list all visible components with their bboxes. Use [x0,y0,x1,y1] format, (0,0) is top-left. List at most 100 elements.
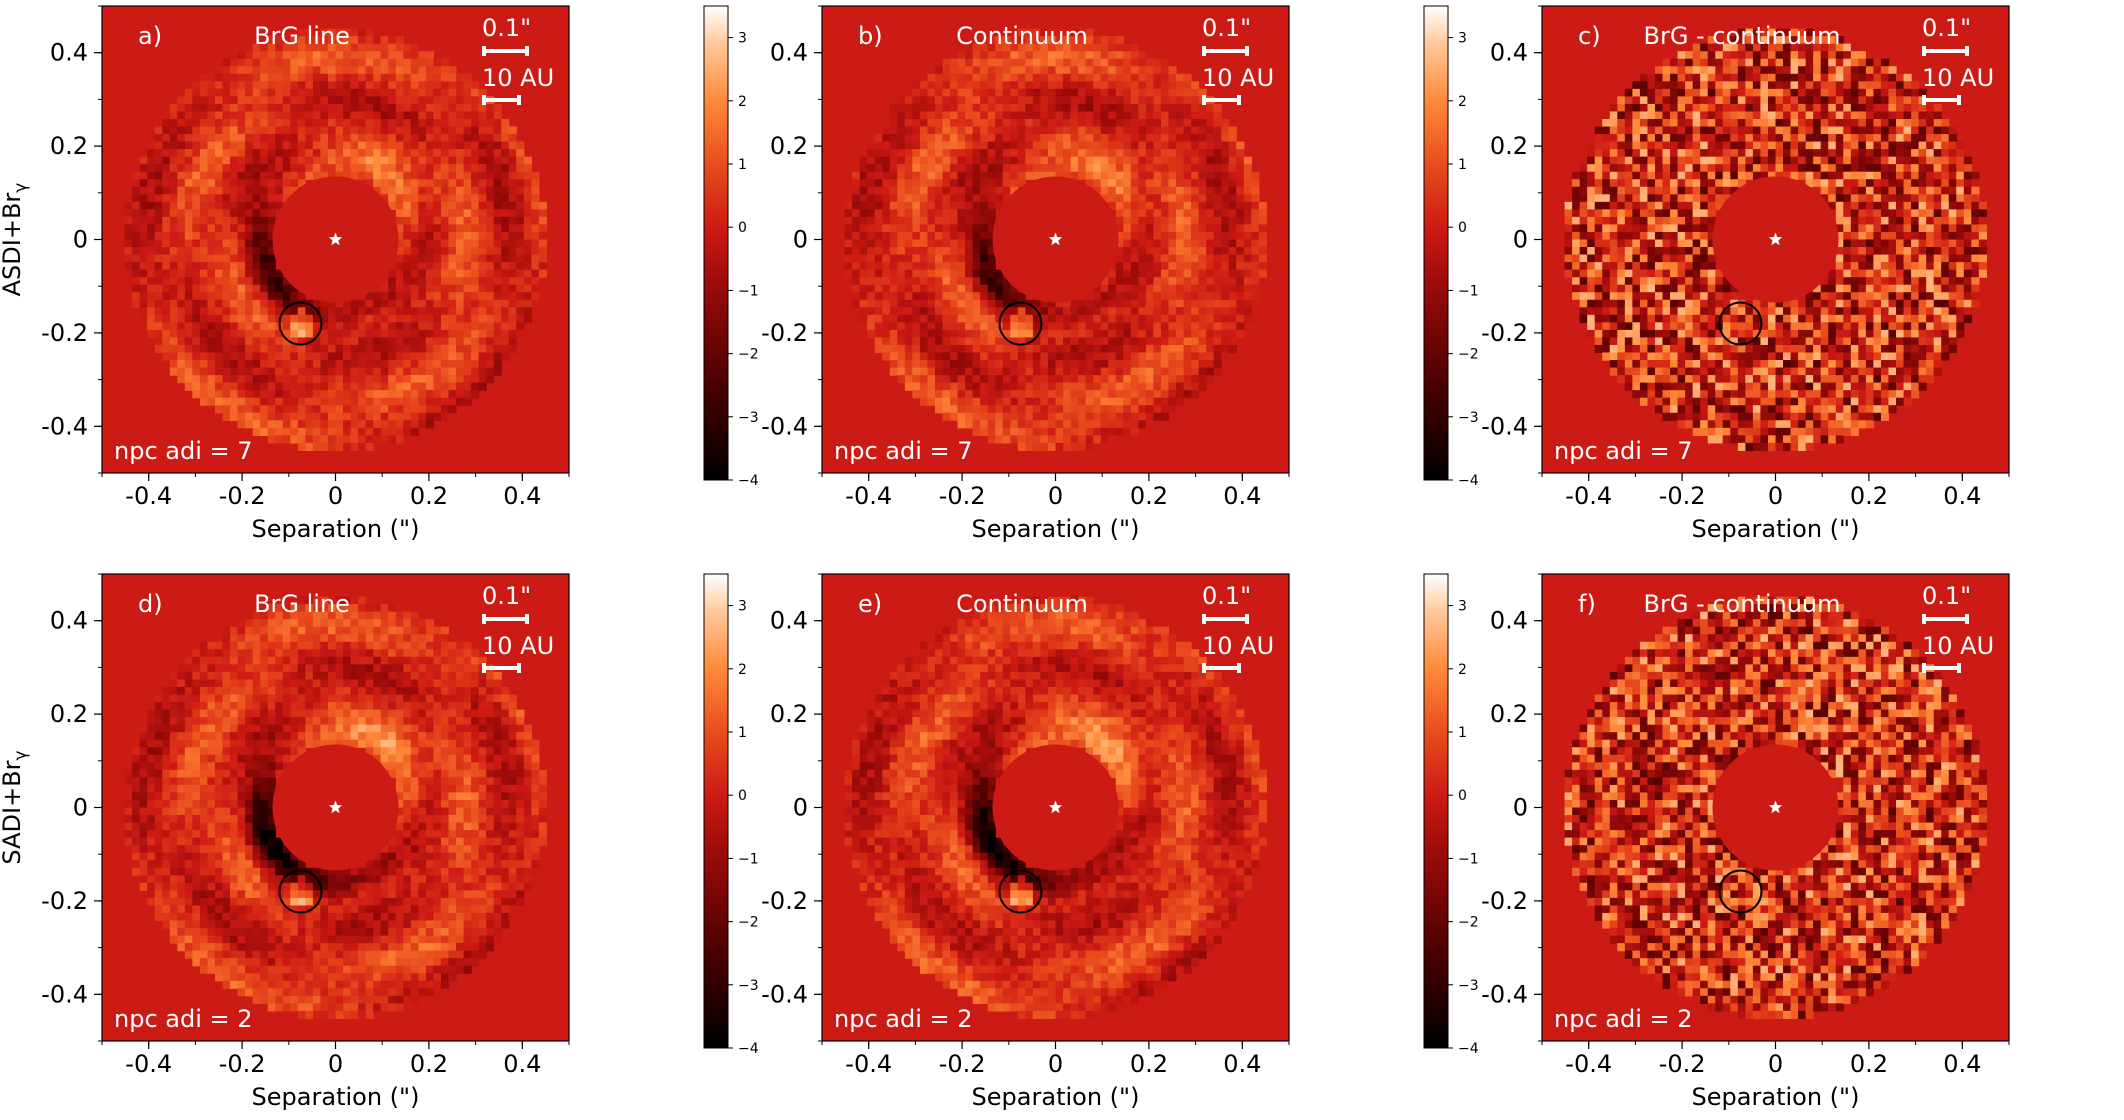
image-pixel [950,201,959,210]
image-pixel [440,284,450,293]
image-pixel [1115,126,1124,135]
image-pixel [1002,73,1011,82]
image-pixel [1221,344,1230,354]
image-pixel [1123,81,1132,90]
image-pixel [327,367,337,376]
image-pixel [1160,81,1170,90]
image-pixel [403,58,412,67]
image-pixel [343,375,352,384]
image-pixel [965,186,974,195]
image-pixel [282,156,291,165]
image-pixel [919,299,929,308]
colorbar-tick-label: 3 [1458,31,1467,47]
image-pixel [471,224,480,233]
image-pixel [987,186,996,195]
image-pixel [1040,299,1049,308]
image-pixel [380,58,389,67]
image-pixel [987,239,996,248]
image-pixel [230,216,239,226]
image-pixel [980,284,989,293]
image-pixel [365,126,374,135]
image-pixel [919,329,929,339]
image-pixel [972,231,981,241]
image-pixel [312,375,322,384]
image-pixel [132,194,141,203]
image-pixel [343,58,352,67]
image-pixel [418,247,427,256]
image-pixel [486,103,495,113]
image-pixel [980,186,989,195]
image-pixel [1145,194,1155,203]
image-pixel [297,390,306,399]
image-pixel [373,397,382,406]
image-pixel [245,216,254,226]
image-pixel [305,375,314,384]
image-pixel [199,88,209,97]
image-pixel [859,209,868,218]
image-pixel [1206,352,1215,361]
image-pixel [987,367,996,376]
image-pixel [1047,103,1057,113]
image-pixel [904,262,913,271]
image-pixel [972,262,981,271]
y-tick-label: -0.2 [761,319,808,347]
image-pixel [395,360,404,369]
image-pixel [214,284,224,293]
image-pixel [312,51,322,60]
panel-title: BrG line [254,22,350,50]
image-pixel [169,201,178,210]
image-pixel [897,209,906,218]
image-pixel [1063,66,1072,75]
image-pixel [350,149,359,158]
image-pixel [1579,254,1588,263]
image-pixel [1206,322,1215,331]
image-pixel [972,88,981,97]
image-pixel [162,149,171,158]
image-pixel [1017,329,1026,339]
image-pixel [1213,134,1222,143]
image-pixel [440,269,450,278]
image-pixel [433,239,442,248]
image-pixel [531,231,540,241]
image-pixel [327,141,337,150]
image-pixel [980,292,989,301]
image-pixel [1647,171,1656,180]
image-pixel [1251,299,1260,308]
image-pixel [1198,156,1207,165]
image-pixel [493,126,502,135]
image-pixel [1032,420,1042,429]
image-pixel [1587,292,1596,301]
image-pixel [1138,194,1147,203]
image-pixel [1579,307,1588,316]
image-pixel [403,277,412,286]
image-pixel [1040,126,1049,135]
image-pixel [882,299,891,308]
image-pixel [1070,28,1079,37]
image-pixel [418,254,427,263]
image-pixel [365,81,374,90]
image-pixel [463,367,472,376]
image-pixel [1153,194,1162,203]
image-pixel [919,186,929,195]
image-pixel [245,299,254,308]
image-pixel [1055,134,1064,143]
image-pixel [1108,360,1117,369]
image-pixel [1602,307,1611,316]
image-pixel [184,344,193,354]
image-pixel [335,420,344,429]
image-pixel [1047,118,1057,128]
image-pixel [139,224,148,233]
image-pixel [395,209,404,218]
image-pixel [1602,194,1611,203]
image-pixel [1040,397,1049,406]
image-pixel [169,194,178,203]
image-pixel [1040,367,1049,376]
image-pixel [327,81,337,90]
image-pixel [1010,292,1019,301]
image-pixel [260,360,269,369]
image-pixel [267,367,276,376]
image-pixel [388,118,397,128]
image-pixel [972,254,981,263]
image-pixel [1025,43,1034,52]
image-pixel [957,254,966,263]
